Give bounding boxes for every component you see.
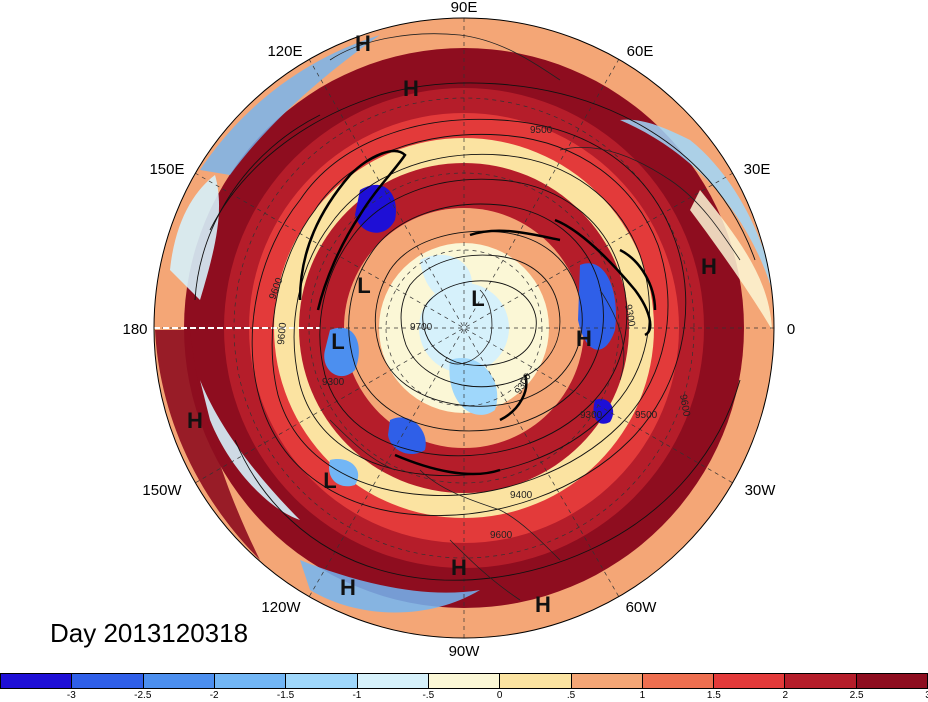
lon-label-150w: 150W <box>142 482 182 499</box>
coastlines <box>329 33 741 601</box>
contour-label: 9600 <box>276 322 289 346</box>
contour-label: 9500 <box>530 125 553 136</box>
pressure-system-labels: H H H H H H H H L L L L <box>187 31 717 617</box>
longitude-labels: 90E 60E 120E 150E 30E 180 0 150W 30W 120… <box>122 0 795 660</box>
high-pressure-label: H <box>403 76 419 101</box>
contour-label: 9300 <box>622 304 637 328</box>
colorbar-swatch <box>785 674 857 688</box>
colorbar-tick-label: .5 <box>566 690 576 701</box>
outer-white-patch-e <box>690 190 772 330</box>
high-pressure-label: H <box>576 326 592 351</box>
low-pressure-label: L <box>331 329 344 354</box>
low-pressure-label: L <box>323 468 336 493</box>
lon-label-30w: 30W <box>745 482 777 499</box>
colorbar-tick-label: 2.5 <box>849 690 864 701</box>
lon-label-120w: 120W <box>261 599 301 616</box>
contour-label: 9500 <box>635 410 658 421</box>
high-pressure-label: H <box>535 592 551 617</box>
colorbar-swatch <box>571 674 643 688</box>
lon-label-90w: 90W <box>449 643 481 660</box>
contour-label: 9300 <box>322 377 345 388</box>
colorbar-tick-label: 1 <box>639 690 646 701</box>
high-pressure-label: H <box>355 31 371 56</box>
colorbar-tick-label: -.5 <box>422 690 435 701</box>
high-pressure-label: H <box>340 575 356 600</box>
outer-blue-patch-nw <box>200 35 380 175</box>
colorbar-swatch <box>714 674 786 688</box>
outer-red-patch-w <box>155 330 260 560</box>
date-label: Day 2013120318 <box>50 618 249 648</box>
contour-label: 9400 <box>510 490 533 501</box>
colorbar-swatch <box>428 674 501 688</box>
map-border <box>153 17 775 639</box>
low-pressure-label: L <box>357 273 370 298</box>
outer-blue-patch-ne <box>620 119 774 300</box>
colorbar-swatch <box>500 674 572 688</box>
colorbar-tick-label: 1.5 <box>706 690 721 701</box>
contour-value-labels: 9600 9500 9300 9600 9300 9700 9400 9500 … <box>267 125 691 541</box>
blue-anomaly-4 <box>388 417 426 455</box>
high-pressure-label: H <box>187 408 203 433</box>
lon-label-120e: 120E <box>267 43 302 60</box>
contour-label: 9600 <box>490 530 513 541</box>
lon-label-180: 180 <box>122 321 147 338</box>
colorbar-tick-label: -1 <box>352 690 362 701</box>
lon-label-30e: 30E <box>744 161 771 178</box>
colorbar-tick-label: -2.5 <box>134 690 152 701</box>
outer-blue-patch-s <box>300 560 480 613</box>
high-pressure-label: H <box>701 254 717 279</box>
colorbar-tick-label: 2 <box>782 690 788 701</box>
colorbar-swatch <box>214 674 287 688</box>
contour-label: 9300 <box>580 410 603 421</box>
contour-label: 9700 <box>410 322 433 333</box>
colorbar-swatch <box>1 674 73 688</box>
height-contours <box>194 82 756 581</box>
blue-anomaly-3 <box>324 327 359 377</box>
lon-label-60w: 60W <box>626 599 658 616</box>
colorbar-swatch <box>357 674 429 688</box>
low-pressure-label: L <box>471 286 484 311</box>
jet-contours <box>298 149 657 476</box>
lon-label-90e: 90E <box>451 0 478 16</box>
colorbar-swatch <box>642 674 715 688</box>
colorbar-tick-label: 0 <box>496 690 503 701</box>
colorbar-swatch <box>856 674 928 688</box>
blue-anomaly-1 <box>355 184 396 233</box>
colorbar-swatch <box>72 674 144 688</box>
outer-blue-patch-w <box>170 175 220 300</box>
colorbar-swatch <box>286 674 358 688</box>
colorbar-tick-label: -1.5 <box>276 690 295 701</box>
colorbar-tick-label: 3 <box>925 690 928 701</box>
blue-anomaly-6 <box>329 459 359 487</box>
colorbar-swatch <box>143 674 215 688</box>
lon-label-150e: 150E <box>149 161 184 178</box>
colorbar-tick-label: -2 <box>209 690 219 701</box>
high-pressure-label: H <box>451 555 467 580</box>
lon-label-0: 0 <box>787 321 795 338</box>
colorbar <box>0 673 928 689</box>
colorbar-tick-label: -3 <box>66 690 76 701</box>
contour-label: 9600 <box>677 394 692 418</box>
colorbar-ticks: -3 -2.5 -2 -1.5 -1 -.5 0 .5 1 1.5 2 2.5 3 <box>0 690 928 702</box>
lon-label-60e: 60E <box>627 43 654 60</box>
